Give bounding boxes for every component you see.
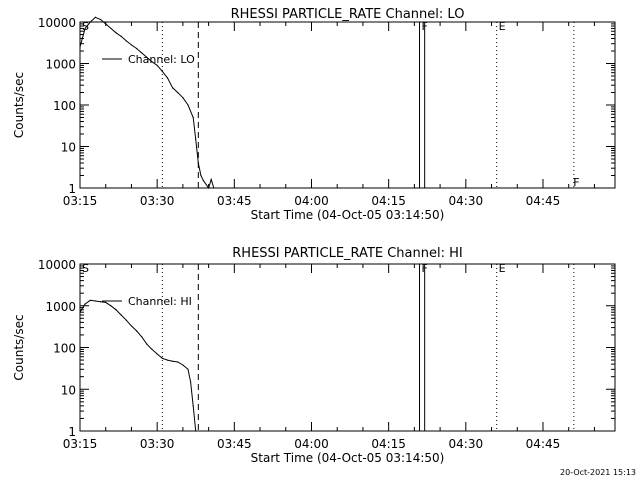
y-tick-label: 10 [61,383,76,397]
data-point [125,40,127,42]
marker-label-s: S [82,20,89,33]
x-tick-label: 03:45 [217,437,252,451]
data-point [171,360,174,362]
x-tick-label: 03:15 [63,437,98,451]
data-point [130,325,133,327]
data-point [146,56,148,59]
data-point [166,359,169,361]
data-point [120,35,122,37]
x-axis-label: Start Time (04-Oct-05 03:14:50) [251,451,445,465]
data-point [125,319,127,321]
data-point [105,301,107,304]
legend-label: Channel: HI [128,295,192,308]
data-point [115,32,117,34]
data-point [84,303,86,305]
data-point [197,162,199,164]
y-axis-label: Counts/sec [12,314,26,380]
x-tick-label: 03:30 [140,437,175,451]
data-point [210,178,212,181]
data-point [94,300,97,302]
y-tick-label: 1 [68,182,76,196]
data-point [141,52,143,54]
x-tick-label: 04:45 [526,194,561,208]
data-point [79,311,81,313]
chart-title: RHESSI PARTICLE_RATE Channel: HI [232,246,462,261]
data-point [135,47,138,50]
x-tick-label: 04:15 [371,194,406,208]
marker-label-f: F [573,176,579,189]
data-point [105,23,107,25]
y-tick-label: 1000 [45,300,76,314]
data-point [208,187,210,189]
x-axis-label: Start Time (04-Oct-05 03:14:50) [251,208,445,222]
y-tick-label: 10 [61,141,76,155]
y-tick-label: 10000 [38,258,76,272]
data-point [141,336,143,338]
data-point [182,364,184,366]
data-point [110,27,112,30]
y-tick-label: 100 [53,342,76,356]
data-point [151,61,153,63]
marker-label-e: E [499,262,506,275]
data-point [89,21,91,23]
data-point [187,368,189,370]
generated-timestamp: 20-Oct-2021 15:13 [560,468,636,477]
data-point [99,301,102,303]
series-line-lo [79,16,215,190]
data-point [192,405,194,407]
chart-panel-1: RHESSI PARTICLE_RATE Channel: LO 03:15 03:… [12,7,616,222]
x-tick-label: 04:15 [371,437,406,451]
x-tick-label: 04:00 [294,437,329,451]
data-point [89,299,91,301]
data-point [120,314,122,316]
y-tick-label: 10000 [38,16,76,30]
data-point [79,46,81,48]
data-point [84,27,86,30]
x-tick-label: 04:45 [526,437,561,451]
data-point [161,70,163,72]
data-point [99,18,102,21]
x-tick-label: 04:00 [294,194,329,208]
data-point [135,330,138,332]
data-point [195,430,197,432]
data-point [161,357,163,359]
marker-label-s: S [82,262,89,275]
data-point [94,16,97,18]
y-tick-label: 1 [68,425,76,439]
data-point [166,77,169,79]
data-point [200,174,202,177]
chart-panel-2: RHESSI PARTICLE_RATE Channel: HI 03:15 03:… [12,246,616,465]
x-tick-label: 04:30 [449,194,484,208]
x-tick-label: 03:15 [63,194,98,208]
data-point [182,97,184,99]
data-point [177,91,179,94]
marker-label-e: E [499,20,506,33]
chart-title: RHESSI PARTICLE_RATE Channel: LO [231,7,465,22]
data-point [177,361,179,363]
legend-label: Channel: LO [128,53,195,66]
data-point [151,348,153,351]
x-tick-label: 04:30 [449,437,484,451]
y-axis-label: Counts/sec [12,72,26,138]
data-point [171,87,174,89]
data-point [195,138,197,140]
y-tick-label: 100 [53,99,76,113]
y-tick-label: 1000 [45,58,76,72]
data-point [187,104,189,106]
data-point [156,64,158,66]
data-point [115,309,117,311]
data-point [202,180,205,182]
data-point [130,44,133,46]
data-point [146,343,148,345]
x-tick-label: 03:30 [140,194,175,208]
data-point [190,381,192,383]
data-point [156,353,158,355]
data-point [110,305,112,307]
data-point [192,116,194,119]
x-tick-label: 03:45 [217,194,252,208]
data-point [213,187,215,189]
